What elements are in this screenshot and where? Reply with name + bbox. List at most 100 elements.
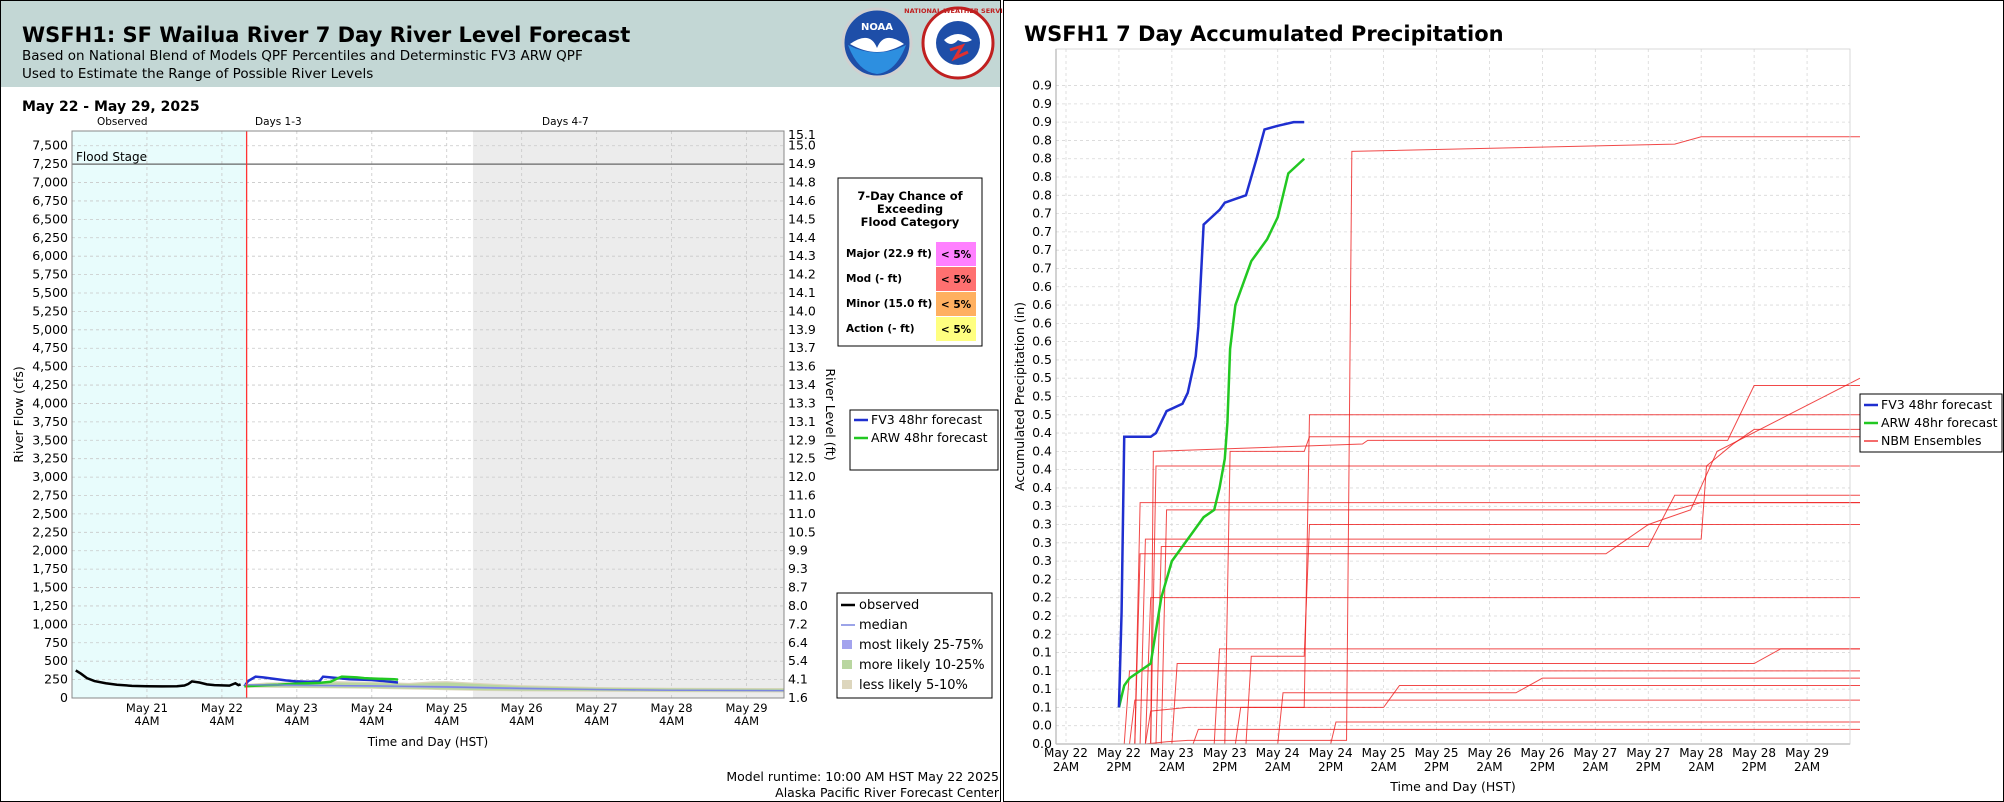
right-tick-label: 13.6 bbox=[788, 359, 816, 374]
x-tick-day: May 22 bbox=[1097, 746, 1141, 760]
x-tick-day: May 24 bbox=[1309, 746, 1353, 760]
y-tick-label: 0.9 bbox=[1032, 78, 1052, 93]
plot-border bbox=[71, 130, 785, 699]
y-tick-label: 0.1 bbox=[1032, 663, 1052, 678]
river-forecast-subtitle-1: Based on National Blend of Models QPF Pe… bbox=[22, 48, 583, 64]
right-tick-label: 15.1 bbox=[788, 127, 816, 142]
y-tick-label: 0.1 bbox=[1032, 645, 1052, 660]
x-tick-time: 2PM bbox=[1636, 760, 1661, 774]
x-tick-time: 4AM bbox=[209, 714, 234, 728]
x-tick-day: May 22 bbox=[201, 701, 243, 715]
x-tick-time: 2PM bbox=[1424, 760, 1449, 774]
y-tick-label: 7,250 bbox=[32, 156, 68, 171]
section-label-days-4-7: Days 4-7 bbox=[542, 116, 589, 128]
y-tick-label: 1,250 bbox=[32, 598, 68, 613]
section-label-days-1-3: Days 1-3 bbox=[255, 116, 302, 128]
right-tick-label: 12.5 bbox=[788, 451, 816, 466]
x-tick-time: 4AM bbox=[659, 714, 684, 728]
y-tick-label: 0.2 bbox=[1032, 571, 1052, 586]
x-tick-time: 4AM bbox=[434, 714, 459, 728]
y-tick-label: 750 bbox=[44, 635, 68, 650]
y-tick-label: 0.8 bbox=[1032, 169, 1052, 184]
x-tick-day: May 25 bbox=[426, 701, 468, 715]
flood-row-value: < 5% bbox=[941, 299, 972, 311]
legend-label: median bbox=[859, 618, 908, 633]
x-tick-time: 2AM bbox=[1688, 760, 1714, 774]
flood-row-value: < 5% bbox=[941, 324, 972, 336]
y-tick-label: 2,250 bbox=[32, 524, 68, 539]
y-tick-label: 0.4 bbox=[1032, 462, 1052, 477]
series-fv3-48hr-forecast bbox=[1117, 120, 1305, 708]
y-tick-label: 250 bbox=[44, 672, 68, 687]
river-forecast-title: WSFH1: SF Wailua River 7 Day River Level… bbox=[22, 23, 630, 47]
right-tick-label: 14.0 bbox=[788, 303, 816, 318]
legend-label: ARW 48hr forecast bbox=[871, 430, 988, 445]
flood-table-title: Flood Category bbox=[861, 215, 960, 229]
flood-row-swatch bbox=[936, 317, 976, 341]
y-tick-label: 0 bbox=[60, 690, 68, 705]
y-tick-label: 0.7 bbox=[1032, 224, 1052, 239]
x-tick-day: May 28 bbox=[651, 701, 693, 715]
right-tick-label: 13.9 bbox=[788, 322, 816, 337]
y-tick-label: 0.7 bbox=[1032, 206, 1052, 221]
right-tick-label: 9.3 bbox=[788, 561, 808, 576]
y-tick-label: 0.3 bbox=[1032, 553, 1052, 568]
series-arw-48hr-forecast bbox=[1117, 157, 1306, 708]
x-tick-time: 2AM bbox=[1476, 760, 1502, 774]
x-tick-time: 2PM bbox=[1318, 760, 1343, 774]
legend-label: observed bbox=[859, 598, 919, 613]
plot-border bbox=[1055, 48, 1851, 745]
x-tick-day: May 28 bbox=[1732, 746, 1776, 760]
y-tick-label: 0.2 bbox=[1032, 608, 1052, 623]
legend-swatch bbox=[842, 640, 852, 649]
y-tick-label: 5,500 bbox=[32, 285, 68, 300]
y-tick-label: 0.8 bbox=[1032, 187, 1052, 202]
x-tick-day: May 27 bbox=[1626, 746, 1670, 760]
river-forecast-subtitle-2: Used to Estimate the Range of Possible R… bbox=[22, 66, 373, 82]
legend-label: more likely 10-25% bbox=[859, 658, 985, 673]
model-runtime: Model runtime: 10:00 AM HST May 22 2025 bbox=[726, 769, 999, 784]
nws-logo-icon: NATIONAL WEATHER SERVICE bbox=[904, 6, 1012, 80]
legend-label: FV3 48hr forecast bbox=[1881, 397, 1992, 412]
x-tick-time: 2PM bbox=[1212, 760, 1237, 774]
flood-row-label: Mod (- ft) bbox=[846, 273, 902, 285]
series-median bbox=[244, 684, 785, 692]
y-tick-label: 3,250 bbox=[32, 451, 68, 466]
legend-probabilities: observed median most likely 25-75% more lik… bbox=[836, 592, 993, 699]
x-tick-time: 4AM bbox=[734, 714, 759, 728]
legend-box bbox=[1859, 393, 2003, 453]
y-tick-label: 5,000 bbox=[32, 322, 68, 337]
section-label-observed: Observed bbox=[97, 116, 148, 128]
legend-label: FV3 48hr forecast bbox=[871, 412, 982, 427]
y-tick-label: 0.8 bbox=[1032, 132, 1052, 147]
y-tick-label: 0.7 bbox=[1032, 242, 1052, 257]
x-tick-time: 2AM bbox=[1582, 760, 1608, 774]
y-tick-label: 1,750 bbox=[32, 561, 68, 576]
y-tick-label: 0.5 bbox=[1032, 407, 1052, 422]
x-tick-day: May 29 bbox=[725, 701, 767, 715]
right-tick-label: 12.0 bbox=[788, 469, 816, 484]
x-tick-day: May 28 bbox=[1679, 746, 1723, 760]
y-tick-label: 0.6 bbox=[1032, 279, 1052, 294]
x-tick-day: May 21 bbox=[126, 701, 168, 715]
x-tick-day: May 24 bbox=[351, 701, 393, 715]
y-axis-title-right: River Level (ft) bbox=[823, 368, 838, 460]
right-tick-label: 9.9 bbox=[788, 543, 808, 558]
right-tick-label: 14.1 bbox=[788, 285, 816, 300]
right-tick-label: 8.0 bbox=[788, 598, 808, 613]
x-tick-day: May 26 bbox=[1520, 746, 1564, 760]
y-tick-label: 1,500 bbox=[32, 580, 68, 595]
y-tick-label: 0.4 bbox=[1032, 425, 1052, 440]
series-observed bbox=[75, 669, 242, 688]
right-tick-label: 7.2 bbox=[788, 616, 808, 631]
y-tick-label: 4,000 bbox=[32, 395, 68, 410]
svg-text:NOAA: NOAA bbox=[861, 22, 893, 33]
x-tick-day: May 27 bbox=[1573, 746, 1617, 760]
y-tick-label: 2,750 bbox=[32, 488, 68, 503]
y-tick-label: 500 bbox=[44, 653, 68, 668]
x-tick-time: 2AM bbox=[1053, 760, 1079, 774]
right-tick-label: 13.3 bbox=[788, 395, 816, 410]
x-tick-day: May 22 bbox=[1044, 746, 1088, 760]
y-tick-label: 4,750 bbox=[32, 340, 68, 355]
y-tick-label: 0.0 bbox=[1032, 718, 1052, 733]
